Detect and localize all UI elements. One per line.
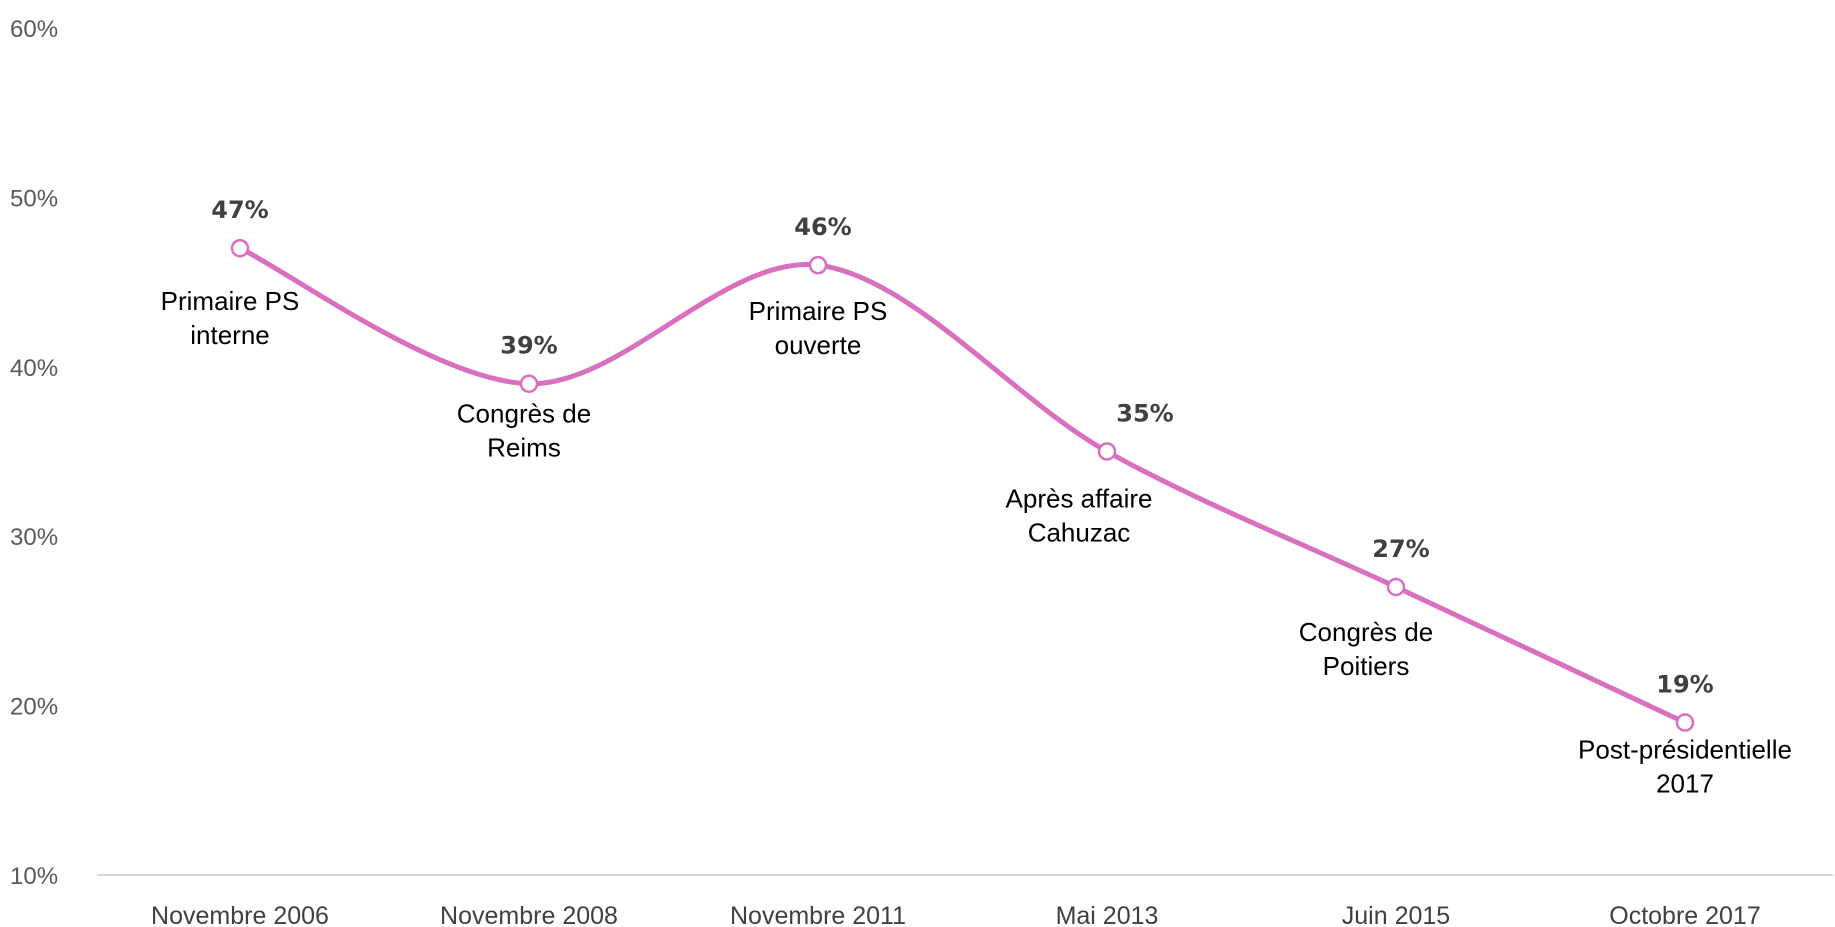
y-tick-label: 50%	[10, 185, 58, 212]
data-label: 19%	[1656, 671, 1713, 699]
annotation-label: Après affaire	[1006, 484, 1153, 514]
y-axis: 10% 20% 30% 40% 50% 60%	[10, 16, 58, 890]
data-label: 27%	[1372, 535, 1429, 563]
data-point	[1675, 713, 1695, 732]
annotation-label: Primaire PS	[161, 286, 300, 316]
data-label: 35%	[1116, 400, 1173, 428]
annotation-label: Post-présidentielle	[1578, 735, 1792, 765]
annotation-label: Poitiers	[1323, 651, 1410, 681]
x-tick-label: Octobre 2017	[1609, 902, 1761, 927]
y-tick-label: 10%	[10, 863, 58, 890]
x-tick-label: Novembre 2008	[440, 902, 618, 927]
x-tick-label: Novembre 2011	[730, 902, 906, 927]
annotation-label: ouverte	[775, 330, 862, 360]
x-tick-label: Juin 2015	[1342, 902, 1450, 927]
annotation-label: Reims	[487, 433, 561, 463]
annotations: Primaire PS interne Congrès de Reims Primair…	[161, 286, 1792, 798]
y-tick-label: 40%	[10, 355, 58, 382]
data-label: 46%	[794, 213, 851, 241]
annotation-label: Congrès de	[457, 399, 591, 429]
annotation-label: 2017	[1656, 769, 1714, 799]
data-points	[230, 238, 1695, 732]
x-axis: Novembre 2006 Novembre 2008 Novembre 2011 M…	[151, 902, 1761, 927]
annotation-label: Primaire PS	[749, 296, 888, 326]
annotation-label: Cahuzac	[1028, 518, 1131, 548]
x-tick-label: Mai 2013	[1056, 902, 1159, 927]
y-tick-label: 60%	[10, 16, 58, 43]
y-tick-label: 20%	[10, 694, 58, 721]
series-line	[238, 245, 1687, 725]
data-point	[1097, 442, 1117, 461]
data-label: 39%	[500, 332, 557, 360]
data-point	[230, 238, 250, 258]
data-label: 47%	[211, 196, 268, 224]
x-tick-label: Novembre 2006	[151, 902, 329, 927]
data-point	[808, 255, 828, 275]
annotation-label: interne	[190, 320, 270, 350]
data-labels: 47% 39% 46% 35% 27% 19%	[211, 196, 1713, 698]
y-tick-label: 30%	[10, 524, 58, 551]
data-point	[519, 374, 539, 393]
annotation-label: Congrès de	[1299, 617, 1433, 647]
data-point	[1386, 577, 1406, 597]
